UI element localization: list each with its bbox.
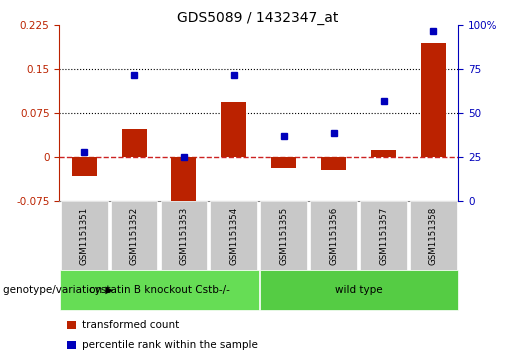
Bar [321, 158, 346, 170]
Text: GSM1151357: GSM1151357 [379, 207, 388, 265]
Text: genotype/variation ▶: genotype/variation ▶ [3, 285, 113, 295]
Text: transformed count: transformed count [82, 320, 180, 330]
Text: GDS5089 / 1432347_at: GDS5089 / 1432347_at [177, 11, 338, 25]
Bar [421, 43, 446, 158]
Text: GSM1151355: GSM1151355 [279, 207, 288, 265]
Text: GSM1151354: GSM1151354 [229, 207, 238, 265]
Bar [271, 158, 296, 168]
Bar [371, 150, 396, 158]
Text: GSM1151352: GSM1151352 [130, 207, 139, 265]
Text: GSM1151351: GSM1151351 [80, 207, 89, 265]
Bar [171, 158, 196, 211]
Text: wild type: wild type [335, 285, 382, 295]
Bar [72, 158, 97, 176]
Text: percentile rank within the sample: percentile rank within the sample [82, 340, 259, 350]
Bar [122, 129, 147, 158]
Text: GSM1151356: GSM1151356 [329, 207, 338, 265]
Text: GSM1151353: GSM1151353 [179, 207, 188, 265]
Text: GSM1151358: GSM1151358 [429, 207, 438, 265]
Bar [221, 102, 246, 158]
Text: cystatin B knockout Cstb-/-: cystatin B knockout Cstb-/- [89, 285, 230, 295]
